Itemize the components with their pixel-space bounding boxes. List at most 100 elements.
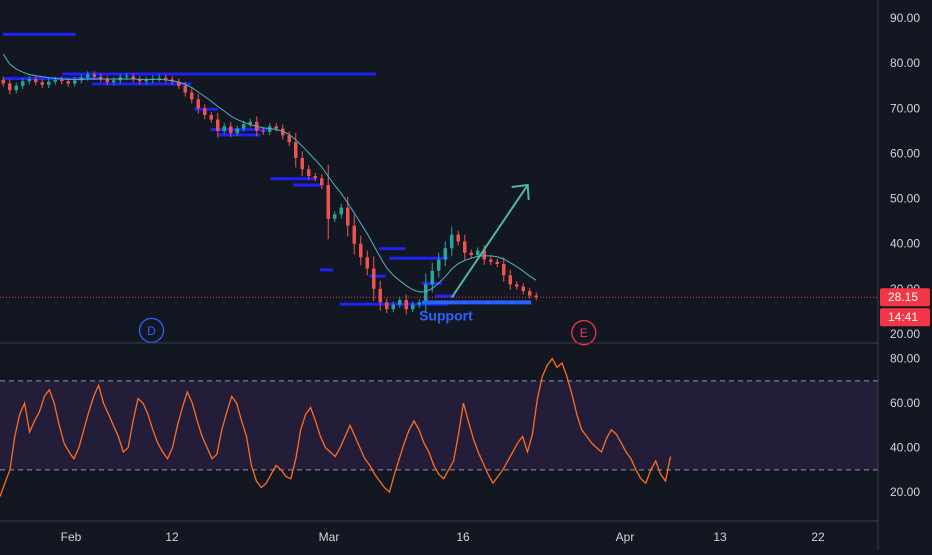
candle	[443, 241, 447, 267]
candle-body	[112, 80, 116, 83]
candle	[359, 235, 363, 266]
candle	[8, 79, 12, 95]
candle	[534, 292, 538, 301]
candle-body	[443, 248, 447, 260]
rsi-line	[0, 357, 672, 497]
candle-body	[391, 304, 395, 310]
candle	[60, 76, 64, 85]
rsi-band	[0, 380, 878, 471]
moving-average-line	[2, 53, 537, 293]
countdown-value: 14:41	[888, 310, 918, 324]
candle	[430, 262, 434, 293]
candle	[378, 280, 382, 311]
candle-body	[476, 250, 480, 255]
candle-body	[14, 85, 18, 91]
candle	[508, 269, 512, 290]
level-line	[319, 268, 333, 272]
candle	[21, 78, 25, 89]
candle-body	[456, 234, 460, 242]
candle	[521, 283, 525, 295]
candle-body	[138, 78, 142, 82]
event-marker: D	[138, 317, 165, 344]
candle	[417, 299, 421, 308]
candle-body	[157, 77, 161, 79]
candle-body	[60, 79, 64, 82]
level-line	[62, 72, 376, 76]
candle	[456, 230, 460, 246]
candle	[463, 234, 467, 260]
candle	[1, 76, 5, 87]
candle-body	[378, 288, 382, 303]
candle-body	[307, 169, 311, 177]
candle-body	[502, 264, 506, 276]
candle-body	[164, 77, 168, 80]
price-tick-label: 80.00	[890, 56, 920, 70]
candle	[27, 75, 31, 85]
candle-body	[281, 128, 285, 136]
candle	[287, 131, 291, 147]
level-line	[389, 256, 449, 260]
candle-body	[450, 234, 454, 249]
candle	[424, 273, 428, 314]
candle-body	[86, 74, 90, 78]
candle-body	[313, 176, 317, 179]
candle	[281, 124, 285, 140]
candle	[164, 74, 168, 83]
rsi-band-fill	[0, 380, 878, 470]
candle	[14, 82, 18, 94]
candle-body	[235, 128, 239, 134]
candle	[450, 226, 454, 257]
candle	[469, 249, 473, 259]
candle-body	[144, 79, 148, 82]
candle-body	[437, 259, 441, 271]
candle-body	[469, 252, 473, 255]
candle	[248, 118, 252, 128]
projection-arrow	[450, 184, 529, 298]
candle	[372, 256, 376, 302]
candle-body	[248, 121, 252, 125]
candle-body	[372, 268, 376, 289]
candle	[131, 73, 135, 83]
candle-body	[92, 74, 96, 77]
candle	[99, 73, 103, 83]
candle	[313, 172, 317, 182]
candle	[385, 298, 389, 314]
candle-body	[27, 78, 31, 82]
time-tick-label: Mar	[319, 530, 340, 544]
rsi-tick-label: 80.00	[890, 352, 920, 366]
event-marker-circle	[138, 317, 165, 344]
price-tick-label: 40.00	[890, 237, 920, 251]
candle	[157, 74, 161, 82]
candle-body	[261, 130, 265, 132]
candle	[398, 296, 402, 308]
candle	[235, 125, 239, 137]
candle-body	[385, 302, 389, 310]
level-line	[92, 82, 192, 86]
price-tick-label: 60.00	[890, 146, 920, 160]
time-axis[interactable]: Feb 12 Mar 16 Apr 13 22	[61, 530, 825, 544]
candle	[47, 78, 51, 89]
candle-body	[326, 185, 330, 219]
time-tick-label: Feb	[61, 530, 82, 544]
candle-body	[53, 79, 57, 82]
rsi-axis[interactable]: 20.00 40.00 60.00 80.00	[890, 352, 920, 500]
candle	[216, 112, 220, 138]
candle-body	[333, 214, 337, 219]
candle	[209, 111, 213, 123]
candle-body	[404, 300, 408, 310]
level-line	[270, 177, 317, 181]
candle	[144, 76, 148, 85]
candle	[437, 252, 441, 278]
level-line	[217, 133, 261, 137]
candle	[339, 203, 343, 219]
candle-body	[495, 261, 499, 265]
candle-body	[99, 76, 103, 79]
time-tick-label: Apr	[616, 530, 635, 544]
candle	[515, 281, 519, 290]
candle	[261, 127, 265, 135]
candle	[495, 258, 499, 268]
candle	[365, 250, 369, 276]
candle-body	[398, 300, 402, 305]
